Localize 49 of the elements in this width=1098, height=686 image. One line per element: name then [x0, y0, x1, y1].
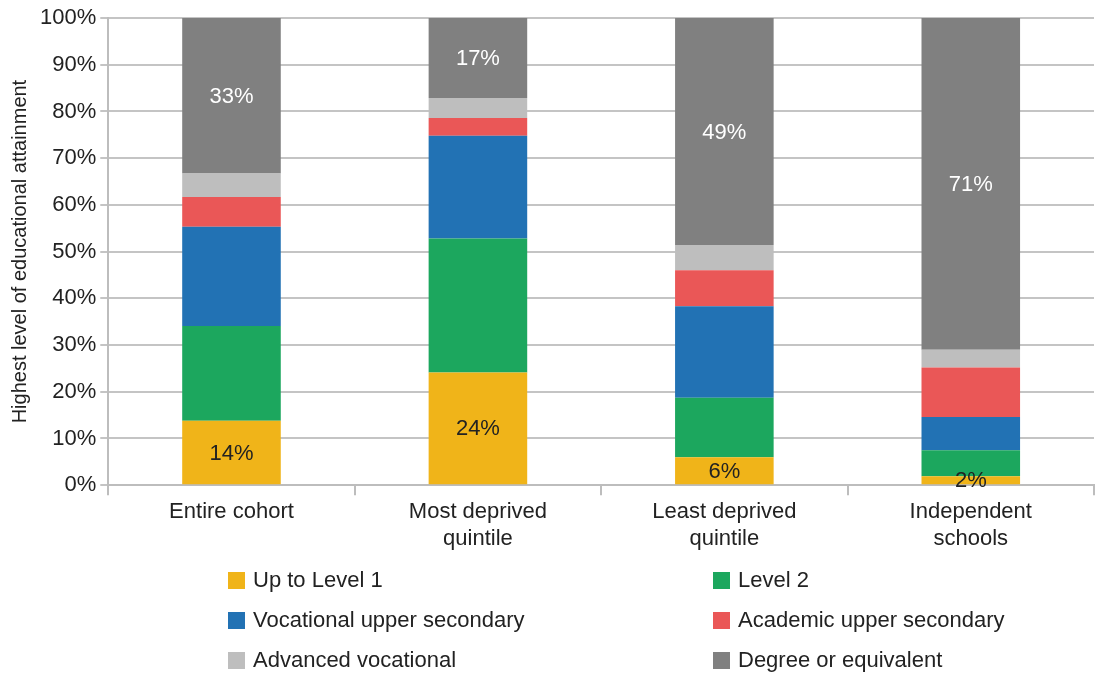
bar: [921, 367, 1021, 417]
data-label: 17%: [455, 45, 500, 71]
data-label: 6%: [708, 457, 741, 483]
bar: [182, 420, 281, 485]
y-axis-title: Highest level of educational attainment: [7, 79, 30, 424]
bar: [921, 18, 1021, 350]
legend-label: Level 2: [738, 567, 809, 593]
y-tick-label: 20%: [52, 377, 97, 403]
x-tick-label: Entire cohort: [169, 498, 294, 524]
bar: [182, 18, 281, 174]
legend-label: Advanced vocational: [253, 647, 457, 673]
bar: [675, 457, 774, 485]
bar: [675, 270, 774, 307]
legend-label: Degree or equivalent: [738, 647, 943, 673]
y-tick-label: 90%: [52, 50, 97, 76]
y-tick-label: 0%: [64, 471, 97, 497]
bar: [428, 372, 528, 485]
bar: [428, 135, 528, 239]
bar: [675, 397, 774, 458]
bar: [428, 238, 528, 373]
legend-label: Vocational upper secondary: [253, 607, 525, 633]
bar: [675, 18, 774, 246]
y-tick-label: 80%: [52, 97, 97, 123]
bar: [428, 117, 528, 136]
y-tick-label: 50%: [52, 237, 97, 263]
bar: [675, 306, 774, 398]
legend-label: Academic upper secondary: [738, 607, 1005, 633]
bar: [182, 325, 281, 421]
x-tick-label: Most deprived quintile: [408, 498, 548, 550]
bar: [182, 226, 281, 326]
y-tick-label: 10%: [52, 424, 97, 450]
bar: [921, 349, 1021, 368]
data-label: 14%: [209, 439, 254, 465]
y-tick-label: 100%: [39, 4, 97, 30]
bar: [182, 173, 281, 197]
data-label: 33%: [209, 82, 254, 108]
y-tick-label: 40%: [52, 284, 97, 310]
x-tick-label: Independent schools: [909, 498, 1032, 550]
bar: [921, 416, 1021, 451]
data-label: 24%: [455, 415, 500, 441]
data-label: 49%: [702, 118, 747, 144]
y-tick-label: 60%: [52, 190, 97, 216]
x-tick-label: Least deprived quintile: [652, 498, 797, 550]
legend-label: Up to Level 1: [253, 567, 383, 593]
y-tick-label: 30%: [52, 331, 97, 357]
bar: [182, 196, 281, 227]
data-label: 71%: [948, 170, 993, 196]
y-tick-label: 70%: [52, 144, 97, 170]
bar: [428, 18, 528, 98]
